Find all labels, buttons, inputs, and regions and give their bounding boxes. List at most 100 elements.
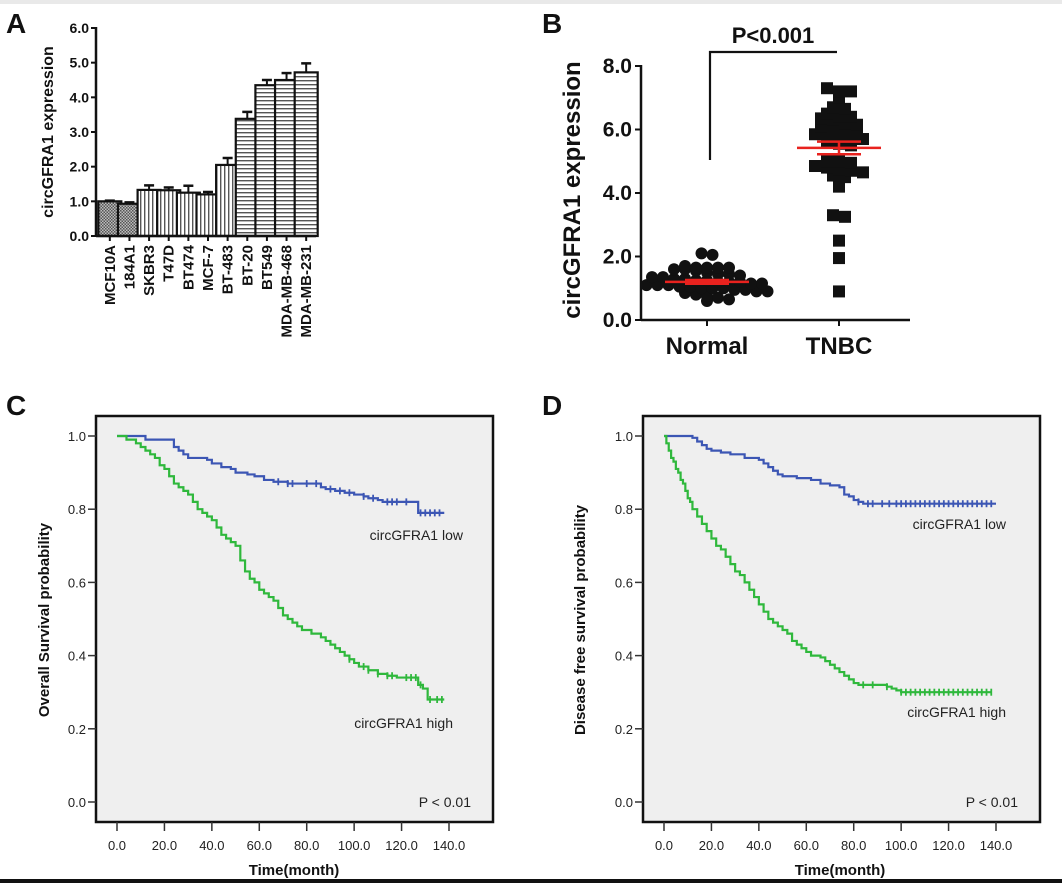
panel-a-x-tick-label: MDA-MB-468	[279, 245, 296, 338]
panel-a-y-tick-label: 0.0	[70, 228, 90, 244]
panel-b-point-normal	[756, 277, 768, 290]
panel-b-point-tnbc	[839, 125, 851, 138]
panel-b-y-tick-label: 6.0	[603, 119, 632, 142]
panel-letter-d: D	[542, 390, 562, 421]
panel-b-point-tnbc	[839, 210, 851, 223]
bottom-border	[0, 879, 1062, 883]
panel-b-significance-bracket	[708, 50, 837, 160]
top-border	[0, 0, 1062, 4]
panel-b-x-tick-label: Normal	[666, 333, 749, 360]
panel-b-point-normal	[657, 271, 669, 284]
panel-c-y-tick-label: 0.8	[68, 502, 86, 517]
panel-b-y-tick-label: 4.0	[603, 182, 632, 205]
panel-c-x-tick-label: 120.0	[385, 838, 418, 853]
panel-b-point-tnbc	[827, 123, 839, 136]
panel-c-x-tick-label: 80.0	[294, 838, 319, 853]
panel-c-x-tick-label: 20.0	[152, 838, 177, 853]
panel-d-plot-frame	[641, 414, 1042, 824]
panel-b-y-tick-label: 2.0	[603, 246, 632, 269]
panel-b-point-normal	[701, 261, 713, 274]
panel-b-point-tnbc	[833, 234, 845, 247]
panel-c-plot-frame	[94, 414, 495, 824]
panel-d-x-tick-label: 20.0	[699, 838, 724, 853]
panel-d-y-tick-label: 0.0	[615, 795, 633, 810]
panel-c-series-label-high: circGFRA1 high	[354, 715, 453, 731]
panel-a-x-tick-label: MDA-MB-231	[298, 245, 315, 338]
panel-b-point-tnbc	[821, 155, 833, 168]
panel-c-x-tick-label: 0.0	[108, 838, 126, 853]
panel-d-x-tick-label: 120.0	[932, 838, 965, 853]
panel-d-km-disease-free-survival: D Disease free survival probability Time…	[542, 390, 1042, 879]
panel-b-point-tnbc	[839, 117, 851, 130]
panel-d-y-axis-title: Disease free survival probability	[572, 504, 589, 735]
panel-c-km-overall-survival: C Overall Survival probability Time(mont…	[6, 390, 495, 879]
panel-b-p-value: P<0.001	[732, 23, 815, 48]
panel-b-point-normal	[723, 261, 735, 274]
panel-c-x-axis-title: Time(month)	[249, 862, 340, 879]
panel-d-x-tick-label: 0.0	[655, 838, 673, 853]
panel-a-y-tick-label: 2.0	[70, 159, 90, 175]
panel-d-y-tick-label: 0.2	[615, 722, 633, 737]
panel-d-x-tick-label: 100.0	[885, 838, 918, 853]
panel-c-x-tick-label: 60.0	[247, 838, 272, 853]
panel-a-x-tick-label: MCF-7	[200, 245, 217, 291]
panel-b-point-normal	[646, 271, 658, 284]
panel-b-point-normal	[668, 263, 680, 276]
panel-a-x-tick-label: MCF10A	[102, 245, 119, 305]
panel-letter-a: A	[6, 8, 26, 39]
panel-b-point-normal	[690, 261, 702, 274]
panel-a-x-tick-label: BT-483	[220, 245, 237, 294]
panel-c-x-tick-label: 140.0	[433, 838, 466, 853]
panel-a-x-tick-label: BT549	[259, 245, 276, 290]
panel-d-y-tick-label: 0.6	[615, 575, 633, 590]
panel-c-x-tick-label: 100.0	[338, 838, 371, 853]
panel-c-km-curve-high	[117, 434, 445, 701]
panel-d-y-tick-label: 0.8	[615, 502, 633, 517]
panel-a-y-tick-label: 1.0	[70, 193, 90, 209]
panel-d-x-axis-title: Time(month)	[795, 862, 886, 879]
panel-b-point-tnbc	[833, 85, 845, 98]
panel-letter-b: B	[542, 8, 562, 39]
panel-a-y-tick-label: 3.0	[70, 124, 90, 140]
panel-b-point-normal	[745, 277, 757, 290]
panel-a-x-tick-label: SKBR3	[141, 245, 158, 296]
panel-b-point-normal	[679, 260, 691, 273]
panel-c-x-tick-label: 40.0	[199, 838, 224, 853]
panel-b-point-normal	[712, 261, 724, 274]
panel-c-y-tick-label: 0.6	[68, 575, 86, 590]
panel-b-point-tnbc	[809, 160, 821, 173]
panel-b-point-tnbc	[845, 85, 857, 98]
panel-b-y-tick-label: 8.0	[603, 55, 632, 78]
panel-a-x-tick-label: BT-20	[239, 245, 256, 286]
panel-c-series-label-low: circGFRA1 low	[370, 527, 464, 543]
panel-a-bar	[293, 71, 319, 238]
panel-b-point-tnbc	[833, 285, 845, 298]
panel-a-x-tick-label: BT474	[180, 244, 197, 290]
panel-b-point-tnbc	[833, 155, 845, 168]
panel-a-x-tick-label: T47D	[161, 245, 178, 282]
panel-c-y-tick-label: 0.0	[68, 795, 86, 810]
panel-c-y-tick-label: 0.2	[68, 722, 86, 737]
panel-c-km-curve-low	[117, 434, 445, 514]
panel-d-km-curve-high	[664, 434, 992, 694]
panel-b-point-tnbc	[845, 156, 857, 169]
panel-a-x-tick-label: 184A1	[121, 245, 138, 289]
panel-b-point-tnbc	[833, 180, 845, 193]
panel-b-point-normal	[723, 293, 735, 306]
panel-b-y-axis-title: circGFRA1 expression	[559, 61, 586, 318]
panel-d-p-value: P < 0.01	[966, 794, 1019, 810]
panel-a-y-tick-label: 5.0	[70, 55, 90, 71]
panel-b-point-normal	[712, 291, 724, 304]
panel-b-point-tnbc	[827, 101, 839, 114]
panel-d-x-tick-label: 80.0	[841, 838, 866, 853]
panel-b-point-normal	[706, 248, 719, 261]
panel-b-point-normal	[734, 269, 746, 282]
panel-b-point-tnbc	[839, 102, 851, 115]
panel-a-y-tick-label: 6.0	[70, 20, 90, 36]
panel-c-y-tick-label: 1.0	[68, 429, 86, 444]
panel-d-series-label-low: circGFRA1 low	[913, 516, 1007, 532]
panel-d-y-tick-label: 1.0	[615, 429, 633, 444]
panel-b-point-tnbc	[827, 209, 839, 222]
panel-b-point-tnbc	[833, 252, 845, 265]
